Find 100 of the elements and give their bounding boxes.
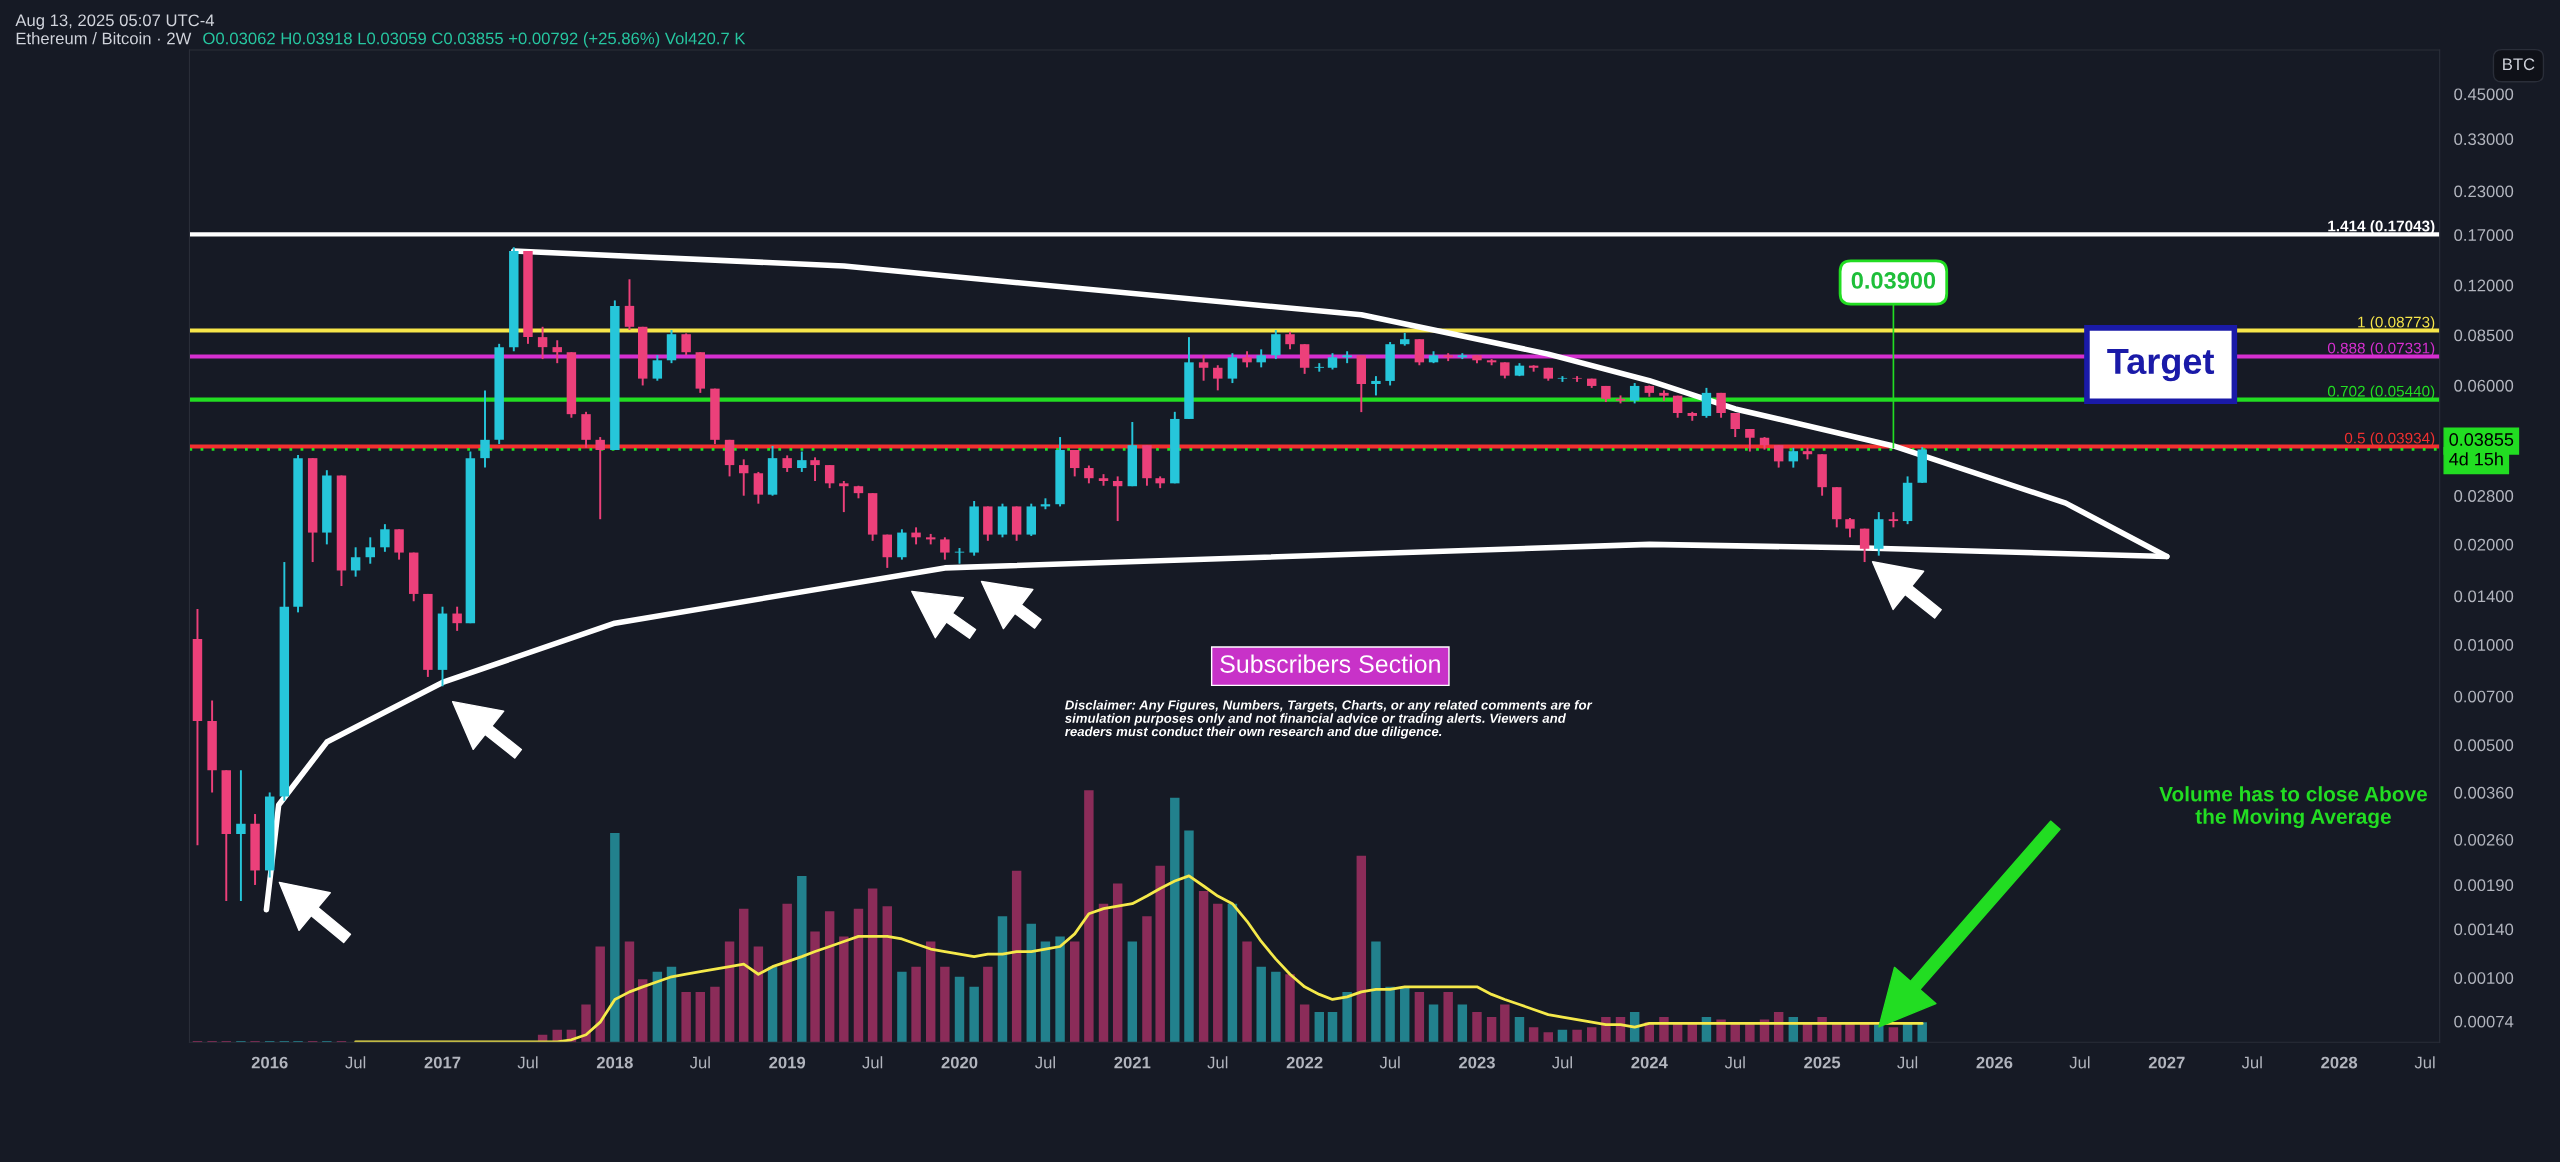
bar <box>867 888 878 1043</box>
candlestick <box>595 436 605 521</box>
bar <box>1385 986 1395 1043</box>
bar <box>753 946 764 1043</box>
x-tick-label: Jul <box>1035 1056 1055 1069</box>
candlestick <box>824 464 835 490</box>
x-tick-label: Jul <box>345 1056 366 1069</box>
bar <box>637 979 648 1043</box>
y-tick-label: 0.00260 <box>2454 833 2514 846</box>
bar <box>1917 1022 1927 1043</box>
bar <box>1026 923 1036 1043</box>
candlestick <box>1745 428 1755 453</box>
x-tick-label: 2021 <box>1114 1056 1151 1069</box>
bar <box>724 941 735 1043</box>
bar <box>1500 1004 1510 1043</box>
bar <box>681 991 691 1043</box>
x-tick-label: 2027 <box>2148 1056 2185 1069</box>
candlestick <box>1701 386 1712 419</box>
y-axis-title: BTC <box>2503 58 2535 71</box>
candlestick <box>1788 446 1799 469</box>
bar <box>1184 830 1194 1043</box>
x-tick-label: Jul <box>2241 1056 2262 1069</box>
bar <box>1256 966 1266 1043</box>
ref-line-label: 0.5 (0.03934) <box>2344 432 2435 447</box>
annotation: Volume has to close Above the Moving Average <box>2159 786 2428 829</box>
candlestick <box>1314 362 1324 373</box>
annotation: Disclaimer: Any Figures, Numbers, Targets, Charts, or any related comments are for simulation purposes only and not financial advice or trading alerts. Viewers and readers must conduct their own research and due diligence. <box>1064 699 1593 739</box>
chart-title: Ethereum / Bitcoin · 2W <box>16 32 192 45</box>
bar <box>911 966 921 1043</box>
bar <box>853 908 864 1043</box>
y-tick-label: 0.01400 <box>2454 590 2514 603</box>
bar <box>710 986 720 1043</box>
y-tick-label: 0.23000 <box>2454 185 2514 198</box>
bar <box>1055 936 1065 1043</box>
x-tick-label: Jul <box>862 1056 883 1069</box>
candlestick <box>350 546 361 578</box>
bar <box>1586 1027 1597 1043</box>
x-tick-label: 2019 <box>769 1056 806 1069</box>
bar <box>839 936 849 1043</box>
bar <box>1428 1004 1439 1043</box>
bar <box>581 1004 591 1043</box>
bar <box>595 946 605 1043</box>
x-tick-label: Jul <box>2414 1056 2435 1069</box>
y-tick-label: 0.12000 <box>2454 279 2514 292</box>
candlestick <box>552 339 562 365</box>
candlestick <box>1069 449 1080 478</box>
x-tick-label: Jul <box>2069 1056 2090 1069</box>
bar <box>810 931 820 1043</box>
candlestick <box>940 536 950 561</box>
candlestick <box>681 332 691 357</box>
candlestick <box>1557 375 1568 383</box>
bar <box>1314 1012 1324 1043</box>
bar <box>925 941 936 1043</box>
candlestick <box>1730 412 1740 439</box>
x-tick-label: 2022 <box>1286 1056 1323 1069</box>
candlestick <box>365 536 375 565</box>
bar <box>1472 1012 1482 1043</box>
ref-line-label: 0.03855 <box>2449 433 2514 446</box>
y-tick-label: 0.00360 <box>2454 786 2514 799</box>
candlestick <box>394 528 404 561</box>
bar <box>940 966 950 1043</box>
candlestick <box>1414 338 1425 367</box>
bar <box>1213 903 1223 1043</box>
y-tick-label: 0.01000 <box>2454 639 2514 651</box>
candlestick <box>810 456 820 482</box>
ref-line-label: 0.702 (0.05440) <box>2327 385 2435 400</box>
y-tick-label: 0.17000 <box>2454 229 2514 241</box>
y-tick-label: 0.00190 <box>2454 879 2514 892</box>
bar <box>882 906 892 1043</box>
bar <box>1514 1017 1525 1043</box>
y-tick-label: 0.02000 <box>2454 538 2514 551</box>
bar <box>1572 1029 1582 1043</box>
candlestick <box>1859 527 1870 564</box>
bar <box>1271 971 1281 1043</box>
candlestick <box>480 389 490 469</box>
candlestick <box>1716 391 1726 419</box>
chart-subtitle: O0.03062 H0.03918 L0.03059 C0.03855 +0.00792 (+25.86%) Vol420.7 K <box>203 32 746 48</box>
candlestick <box>1198 354 1209 382</box>
candlestick <box>753 470 764 505</box>
y-tick-label: 0.00500 <box>2454 739 2514 752</box>
bar <box>1543 1032 1553 1043</box>
x-tick-label: 2023 <box>1459 1056 1495 1069</box>
bar <box>983 966 993 1043</box>
x-tick-label: 2018 <box>596 1056 633 1069</box>
bar <box>1069 941 1080 1043</box>
bar <box>739 908 749 1043</box>
text: 4d 15h <box>2449 452 2503 466</box>
x-tick-label: Jul <box>1897 1056 1918 1069</box>
x-tick-label: 2025 <box>1804 1056 1841 1069</box>
bar <box>954 976 965 1043</box>
y-tick-label: 0.33000 <box>2454 133 2514 146</box>
candlestick <box>1213 364 1223 392</box>
candlestick <box>1299 343 1310 375</box>
candlestick <box>1629 382 1640 405</box>
bar <box>1142 916 1152 1043</box>
y-tick-label: 0.06000 <box>2454 379 2514 392</box>
ref-line-label: 1 (0.08773) <box>2358 316 2435 331</box>
bar <box>767 966 778 1043</box>
annotation: Target <box>2107 348 2215 382</box>
y-tick-label: 0.45000 <box>2454 88 2514 101</box>
